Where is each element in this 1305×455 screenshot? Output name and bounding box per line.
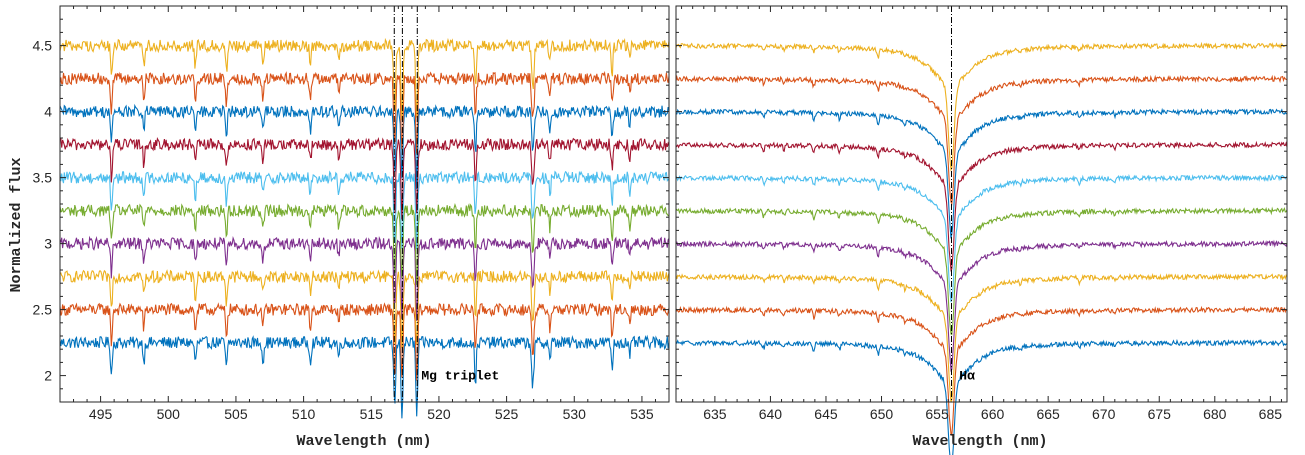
spectrum-series-9	[675, 74, 1288, 206]
right-x-axis-label: Wavelength (nm)	[912, 433, 1047, 450]
spectrum-series-9	[59, 70, 670, 154]
y-tick-label: 2.5	[33, 302, 53, 318]
spectrum-series-7	[675, 140, 1288, 272]
y-tick-label: 4.5	[33, 38, 53, 54]
spectrum-series-4	[675, 239, 1288, 373]
x-tick-label: 675	[1148, 406, 1172, 422]
spectrum-series-1	[59, 334, 670, 419]
y-tick-label: 4	[44, 104, 52, 120]
x-tick-label: 495	[89, 406, 113, 422]
x-tick-label: 515	[360, 406, 384, 422]
y-tick-label: 2	[44, 368, 52, 384]
x-tick-label: 670	[1092, 406, 1116, 422]
x-tick-label: 505	[224, 406, 248, 422]
x-tick-label: 520	[427, 406, 451, 422]
spectrum-series-6	[675, 173, 1288, 303]
x-tick-label: 535	[630, 406, 654, 422]
right-spectrum-panel: Hα 635 640 645 650 655 660 665 670 675 680 685	[675, 5, 1288, 455]
x-tick-label: 680	[1203, 406, 1227, 422]
x-tick-label: 640	[759, 406, 783, 422]
spectrum-series-2	[59, 302, 670, 381]
spectrum-series-2	[675, 305, 1288, 437]
x-tick-label: 645	[814, 406, 838, 422]
y-tick-label: 3	[44, 236, 52, 252]
spectrum-series-3	[59, 269, 670, 349]
spectrum-series-3	[675, 272, 1288, 403]
spectrum-series-7	[59, 136, 670, 220]
line-annotation: Hα	[959, 369, 975, 384]
x-tick-label: 650	[870, 406, 894, 422]
x-tick-label: 530	[563, 406, 587, 422]
spectrum-series-6	[59, 170, 670, 250]
x-tick-label: 510	[292, 406, 316, 422]
spectrum-series-1	[675, 338, 1288, 455]
x-tick-label: 635	[703, 406, 727, 422]
x-tick-label: 665	[1036, 406, 1060, 422]
spectrum-series-5	[675, 206, 1288, 336]
spectrum-series-10	[675, 41, 1288, 172]
spectrum-series-8	[675, 107, 1288, 239]
x-tick-label: 660	[981, 406, 1005, 422]
x-tick-label: 500	[157, 406, 181, 422]
spectrum-series-10	[59, 37, 670, 121]
x-tick-label: 525	[495, 406, 519, 422]
left-x-axis-label: Wavelength (nm)	[296, 433, 431, 450]
spectrum-series-4	[59, 235, 670, 321]
x-tick-label: 685	[1259, 406, 1283, 422]
y-tick-label: 3.5	[33, 170, 53, 186]
left-spectrum-panel: Mg triplet 495 500 505 510 515 520 525 530 535 2 2.…	[33, 5, 670, 422]
x-tick-label: 655	[925, 406, 949, 422]
spectrum-series-5	[59, 203, 670, 285]
line-annotation: Mg triplet	[421, 369, 499, 384]
y-axis-label: Normalized flux	[8, 157, 25, 292]
spectrum-series-8	[59, 103, 670, 190]
